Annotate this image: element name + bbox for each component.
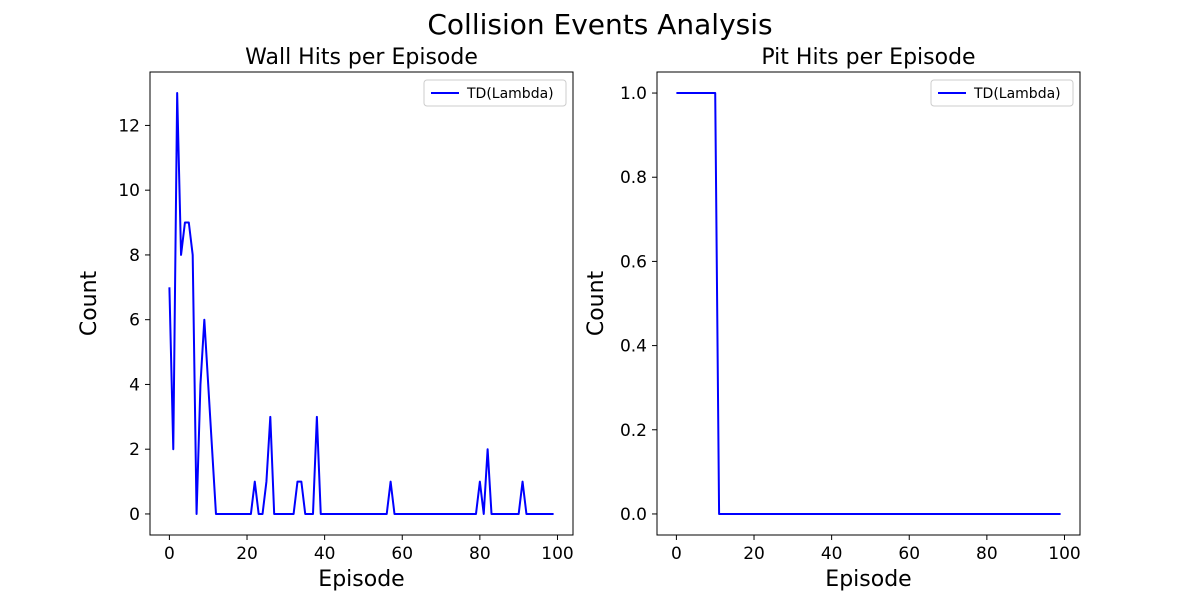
x-tick-label: 60 — [391, 544, 413, 564]
x-tick-label: 0 — [671, 544, 682, 564]
subplot-title: Wall Hits per Episode — [245, 45, 478, 70]
y-axis-label: Count — [77, 270, 102, 336]
y-tick-label: 8 — [129, 246, 140, 266]
plot-frame — [149, 71, 574, 536]
figure-suptitle: Collision Events Analysis — [427, 8, 772, 41]
x-axis-label: Episode — [825, 567, 911, 592]
legend-label: TD(Lambda) — [466, 86, 554, 102]
y-tick-label: 0.8 — [620, 168, 647, 188]
legend-box — [423, 79, 567, 107]
series-line — [168, 92, 554, 515]
subplot-pit: Pit Hits per Episode 0 20 40 60 80 100 0.0 0.2 0.… — [584, 45, 1081, 592]
subplot-title: Pit Hits per Episode — [761, 45, 975, 70]
y-axis-label: Count — [584, 270, 609, 336]
series-line — [676, 92, 1061, 515]
y-tick-label: 0.6 — [620, 252, 647, 272]
y-tick-label: 0.0 — [620, 505, 647, 525]
y-tick-label: 0.2 — [620, 421, 647, 441]
x-tick-label: 80 — [469, 544, 491, 564]
legend-box — [930, 79, 1074, 107]
y-tick-label: 0 — [129, 505, 140, 525]
x-tick-label: 20 — [743, 544, 765, 564]
x-tick-label: 100 — [1048, 544, 1080, 564]
y-tick-label: 2 — [129, 440, 140, 460]
subplot-wall: Wall Hits per Episode 0 20 40 60 80 100 0 2 4 6 8 10… — [77, 45, 574, 592]
x-tick-label: 0 — [164, 544, 175, 564]
x-tick-label: 20 — [236, 544, 258, 564]
x-tick-label: 40 — [821, 544, 843, 564]
y-tick-label: 4 — [129, 375, 140, 395]
legend-label: TD(Lambda) — [973, 86, 1061, 102]
y-tick-label: 12 — [118, 116, 140, 136]
y-tick-label: 0.4 — [620, 337, 647, 357]
y-tick-label: 6 — [129, 311, 140, 331]
x-tick-label: 60 — [898, 544, 920, 564]
y-tick-label: 10 — [118, 181, 140, 201]
plot-frame — [656, 71, 1081, 536]
x-tick-label: 40 — [314, 544, 336, 564]
legend: TD(Lambda) — [930, 79, 1074, 107]
y-tick-label: 1.0 — [620, 84, 647, 104]
legend: TD(Lambda) — [423, 79, 567, 107]
x-tick-label: 80 — [976, 544, 998, 564]
x-axis-label: Episode — [318, 567, 404, 592]
x-tick-label: 100 — [541, 544, 573, 564]
